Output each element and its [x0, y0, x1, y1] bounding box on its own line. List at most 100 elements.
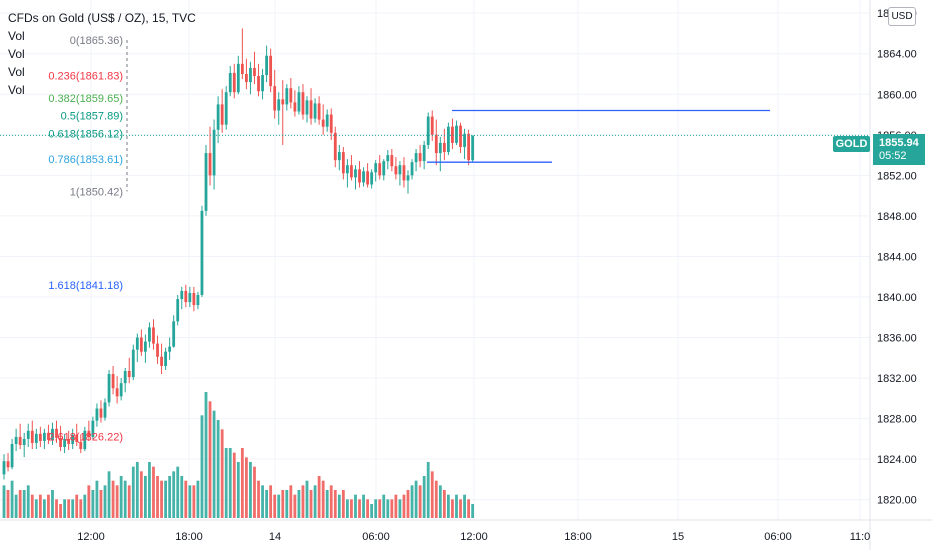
- candle: [51, 422, 54, 445]
- candle: [459, 122, 462, 154]
- volume-bar: [410, 485, 414, 518]
- volume-bar: [99, 490, 103, 518]
- volume-bar: [390, 499, 394, 518]
- vol-indicator-label[interactable]: Vol: [8, 83, 25, 97]
- candle-body: [447, 126, 450, 153]
- time-tick-label: 12:00: [77, 531, 105, 543]
- candle: [451, 118, 454, 150]
- volume-bar: [378, 499, 382, 518]
- time-axis: 12:00 18:00 14 06:00 12:00 18:00 15 06:00 11:0: [77, 531, 870, 543]
- price-tick-label: 1848.00: [877, 211, 917, 223]
- candle: [212, 119, 216, 190]
- candle: [337, 144, 341, 171]
- volume-bar: [277, 494, 281, 518]
- candle: [192, 286, 196, 312]
- candle-body: [87, 430, 91, 437]
- candle-body: [192, 292, 196, 306]
- candle: [273, 69, 277, 119]
- volume-bar: [273, 494, 277, 518]
- candle-body: [350, 165, 353, 178]
- volume-bar: [6, 490, 10, 518]
- volume-bar: [240, 448, 244, 518]
- candle: [261, 68, 264, 100]
- volume-bar: [2, 485, 6, 518]
- volume-bar: [30, 494, 34, 518]
- volume-bar: [317, 476, 321, 518]
- candle: [71, 428, 75, 450]
- candle: [168, 337, 172, 360]
- volume-bar: [83, 494, 87, 518]
- candle-body: [172, 321, 176, 347]
- time-tick-label: 14: [269, 531, 281, 543]
- candle: [438, 136, 442, 172]
- symbol-title[interactable]: CFDs on Gold (US$ / OZ), 15, TVC: [8, 11, 196, 25]
- volume-bar: [386, 499, 390, 518]
- price-tick-label: 1824.00: [877, 454, 917, 466]
- volume-bar: [350, 499, 353, 518]
- candle: [362, 167, 365, 187]
- candle: [59, 425, 62, 452]
- fib-level-label: 0.5(1857.89): [61, 111, 123, 123]
- candle-body: [111, 374, 115, 389]
- volume-bar: [34, 499, 38, 518]
- candle: [378, 155, 382, 180]
- volume-bar: [422, 476, 426, 518]
- candle-body: [152, 327, 155, 344]
- candle: [200, 205, 204, 297]
- vol-indicator-label[interactable]: Vol: [8, 47, 25, 61]
- time-tick-label: 15: [672, 531, 684, 543]
- candle: [79, 434, 83, 454]
- volume-bar: [382, 494, 386, 518]
- volume-bar: [200, 415, 204, 518]
- candle: [26, 423, 30, 448]
- candle: [152, 319, 155, 350]
- candle: [406, 170, 410, 194]
- candle: [99, 400, 103, 423]
- time-tick-label: 18:00: [564, 531, 592, 543]
- candle-body: [346, 165, 349, 174]
- vol-indicator-label[interactable]: Vol: [8, 29, 25, 43]
- price-tick-label: 1844.00: [877, 251, 917, 263]
- bar-countdown: 05:52: [879, 150, 907, 162]
- candle-body: [208, 153, 212, 176]
- candle: [172, 315, 176, 348]
- candle-body: [10, 443, 14, 468]
- volume-bar: [394, 494, 398, 518]
- volume-series: [2, 392, 475, 518]
- volume-bar: [26, 485, 30, 518]
- volume-bar: [358, 499, 361, 518]
- candle: [329, 108, 333, 140]
- candle-body: [212, 129, 216, 176]
- candle-body: [131, 349, 135, 378]
- candle: [277, 92, 281, 125]
- candle: [240, 28, 244, 80]
- candle: [245, 58, 248, 90]
- currency-button[interactable]: USD: [888, 7, 916, 26]
- candle: [257, 63, 260, 97]
- candle: [103, 398, 107, 421]
- volume-bar: [139, 471, 143, 518]
- volume-bar: [257, 480, 260, 518]
- candle-body: [184, 290, 188, 303]
- candle-body: [430, 116, 434, 135]
- candle-body: [91, 420, 95, 437]
- volume-bar: [204, 392, 208, 518]
- candle-body: [386, 155, 390, 162]
- candle-body: [38, 433, 42, 441]
- candle: [139, 329, 143, 356]
- vol-indicator-label[interactable]: Vol: [8, 65, 25, 79]
- volume-bar: [414, 480, 418, 518]
- candle-body: [467, 133, 470, 161]
- candle-body: [257, 76, 260, 92]
- volume-bar: [71, 499, 75, 518]
- candle: [305, 96, 309, 123]
- candle-body: [245, 73, 248, 83]
- candle: [374, 160, 378, 182]
- volume-bar: [434, 480, 438, 518]
- volume-bar: [402, 494, 406, 518]
- volume-bar: [341, 490, 345, 518]
- candle: [87, 420, 91, 441]
- candle: [398, 161, 402, 186]
- candle: [414, 149, 418, 172]
